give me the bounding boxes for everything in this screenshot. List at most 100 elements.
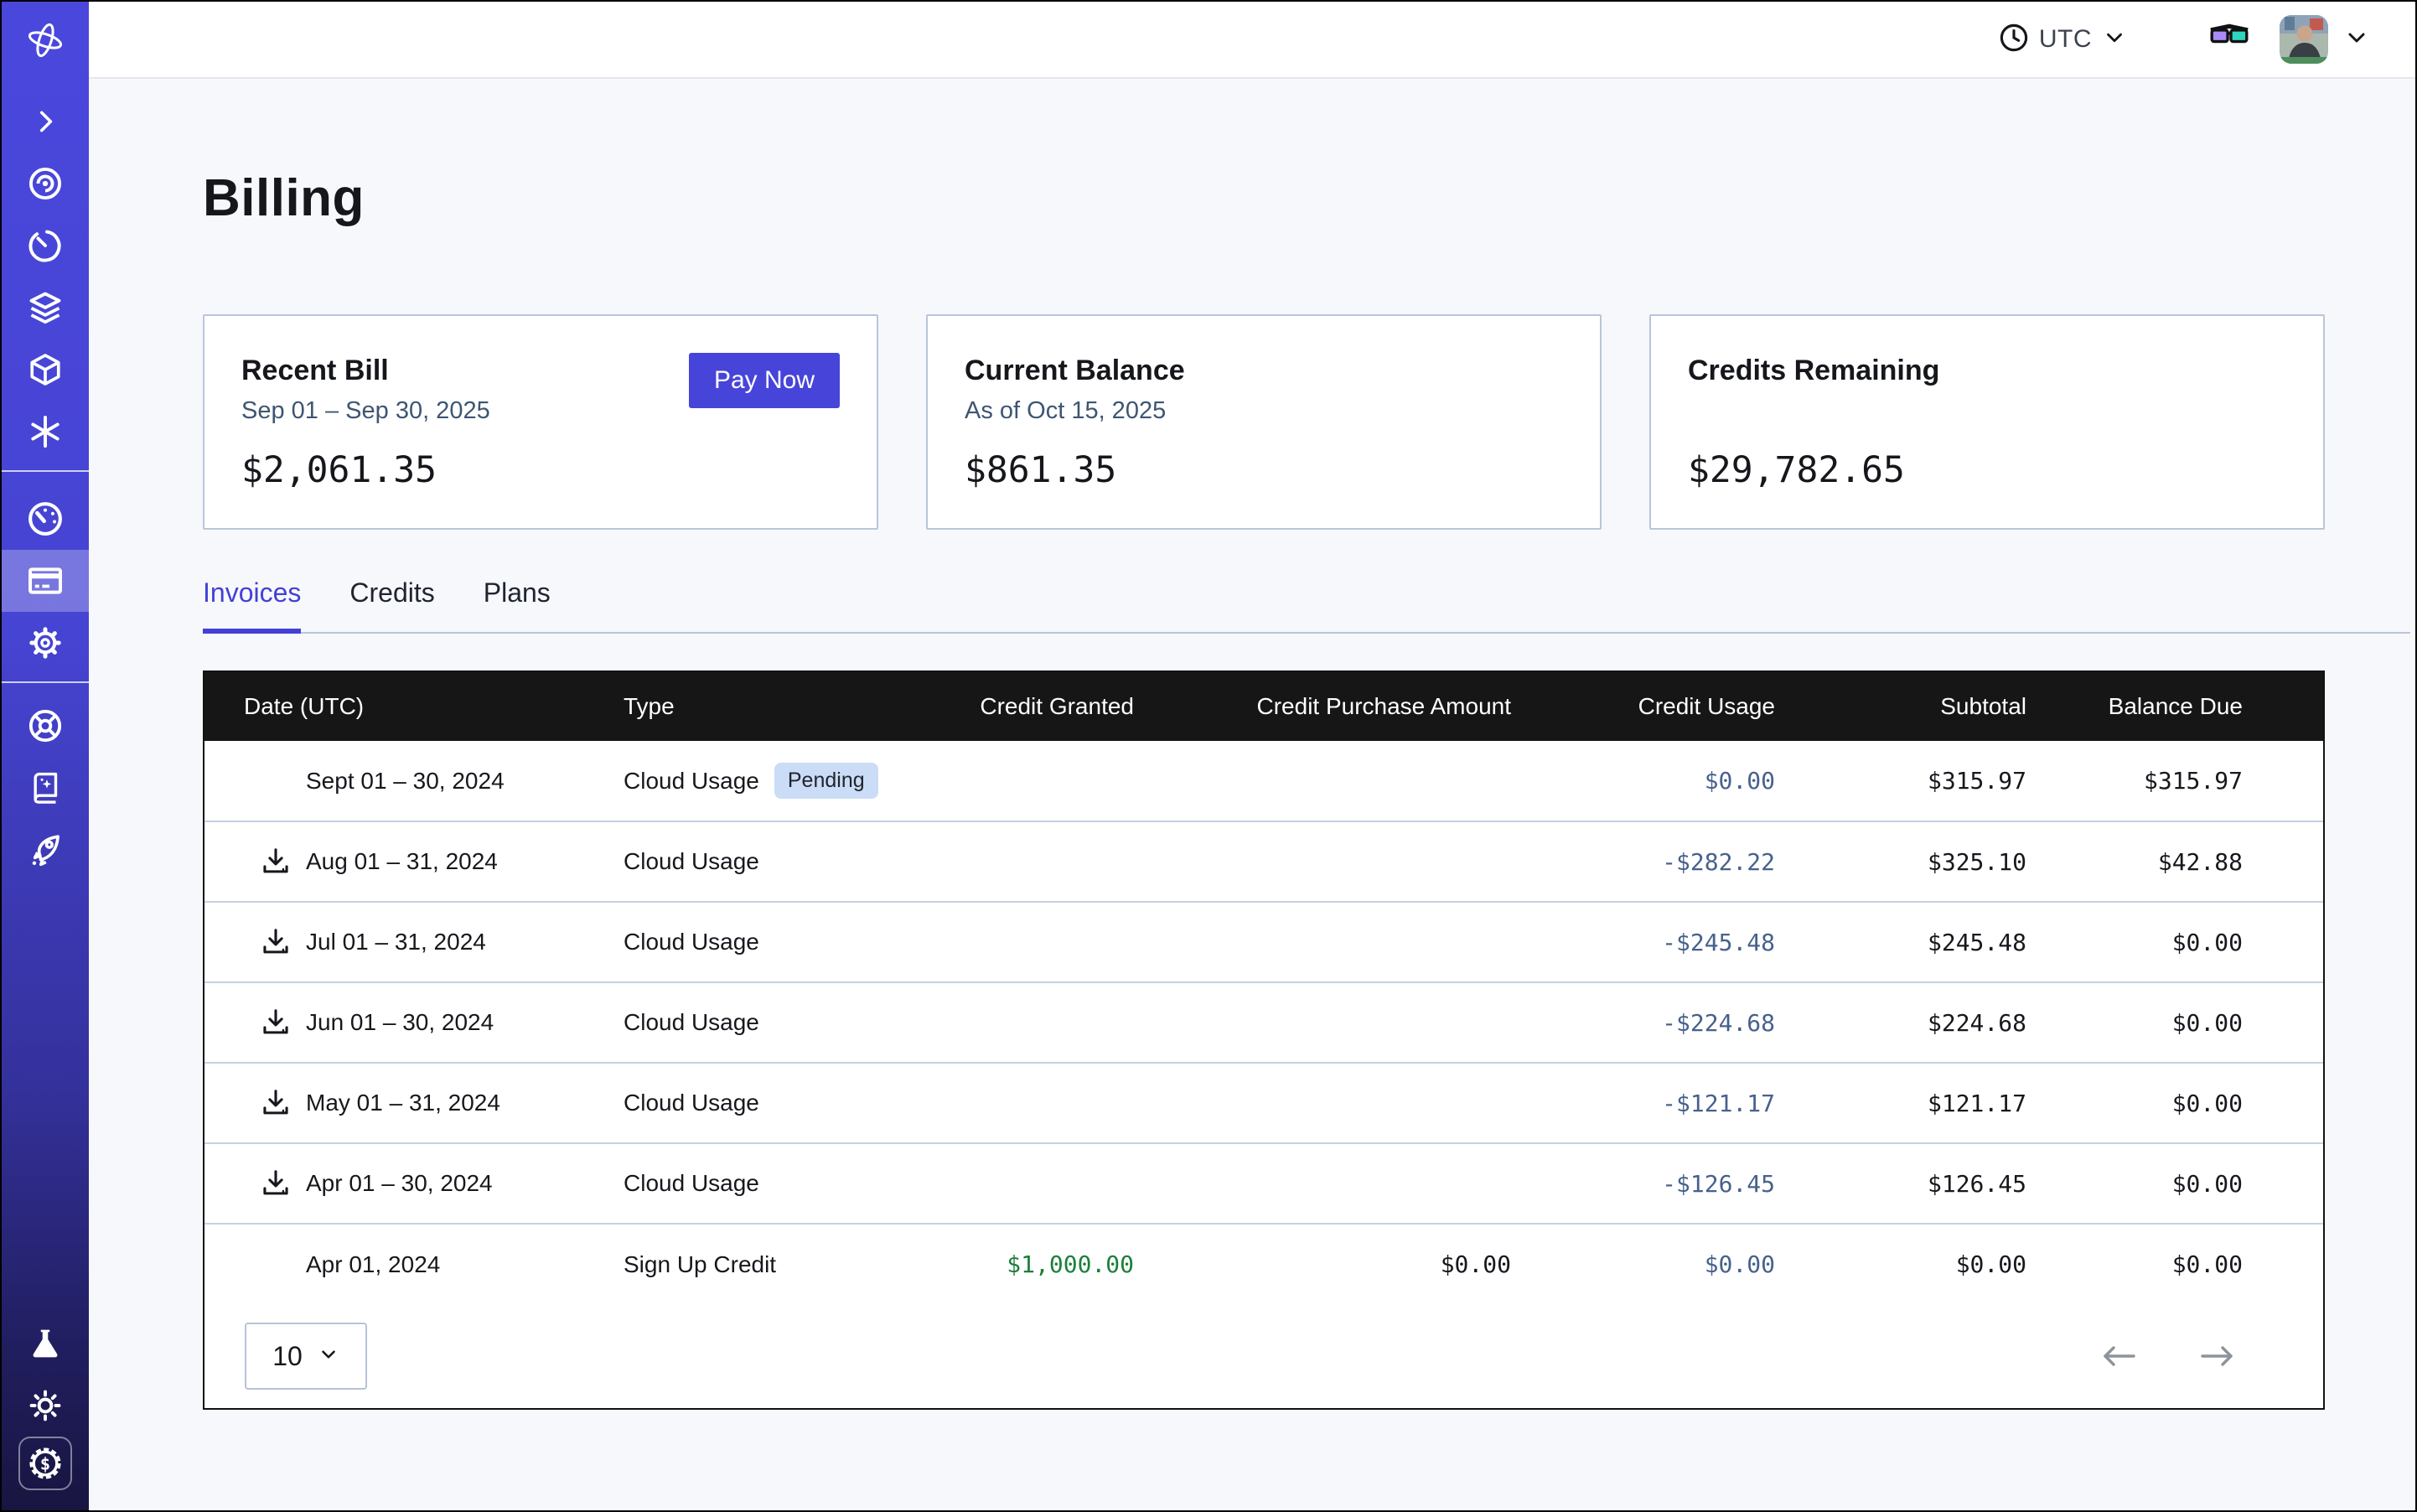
credit-usage-cell: -$282.22 [1558, 821, 1822, 902]
col-balance-due: Balance Due [2073, 672, 2323, 741]
glasses-button[interactable] [2207, 21, 2251, 59]
sidebar-item-docs[interactable] [2, 757, 89, 819]
sidebar-item-support[interactable] [2, 695, 89, 757]
col-credit-purchase: Credit Purchase Amount [1181, 672, 1558, 741]
sidebar-item-cube[interactable] [2, 339, 89, 401]
billing-screen: $ UTC [0, 0, 2417, 1512]
invoice-type: Sign Up Credit [624, 1251, 776, 1278]
subtotal-cell: $224.68 [1822, 982, 2073, 1063]
invoice-type: Cloud Usage [624, 929, 759, 955]
col-credit-granted: Credit Granted [963, 672, 1181, 741]
download-invoice-icon[interactable] [259, 925, 292, 959]
download-invoice-icon[interactable] [259, 1006, 292, 1039]
timer-icon [28, 228, 63, 263]
invoice-table-body: Sept 01 – 30, 2024Cloud UsagePending$0.0… [204, 741, 2323, 1304]
credit-usage-cell: -$126.45 [1558, 1143, 1822, 1224]
sidebar-item-layers[interactable] [2, 277, 89, 339]
credit-purchase-cell [1181, 1063, 1558, 1143]
credit-granted-cell [963, 982, 1181, 1063]
download-invoice-icon[interactable] [259, 1086, 292, 1120]
account-menu-button[interactable] [2343, 24, 2370, 55]
credit-granted-cell [963, 902, 1181, 982]
col-credit-usage: Credit Usage [1558, 672, 1822, 741]
tab-plans[interactable]: Plans [484, 577, 551, 632]
card-amount: $29,782.65 [1688, 449, 2286, 491]
date-cell: May 01 – 31, 2024 [204, 1063, 586, 1143]
credit-purchase-cell [1181, 982, 1558, 1063]
download-invoice-icon[interactable] [259, 1167, 292, 1200]
type-cell: Cloud Usage [586, 821, 963, 902]
sidebar-divider [2, 681, 89, 683]
chevron-right-icon [31, 107, 60, 136]
recent-bill-card: Recent Bill Sep 01 – Sep 30, 2025 $2,061… [203, 314, 878, 530]
credit-usage-cell: -$121.17 [1558, 1063, 1822, 1143]
sidebar-item-observe[interactable] [2, 153, 89, 215]
subtotal-cell: $121.17 [1822, 1063, 2073, 1143]
sidebar-item-labs[interactable] [2, 1313, 89, 1375]
invoice-date: Apr 01, 2024 [306, 1251, 440, 1278]
cube-icon [28, 352, 63, 387]
sidebar-item-expand[interactable] [2, 91, 89, 153]
credits-remaining-card: Credits Remaining $29,782.65 [1649, 314, 2325, 530]
download-invoice-icon[interactable] [259, 845, 292, 878]
spiral-eye-icon [28, 166, 63, 201]
sidebar-item-billing[interactable] [2, 550, 89, 612]
tab-invoices[interactable]: Invoices [203, 577, 301, 632]
sidebar-item-logo[interactable] [2, 2, 89, 79]
subtotal-cell: $315.97 [1822, 741, 2073, 821]
credit-purchase-cell: $0.00 [1181, 1224, 1558, 1304]
status-badge: Pending [774, 763, 878, 799]
chevron-down-icon [2343, 24, 2370, 55]
credit-usage-cell: $0.00 [1558, 741, 1822, 821]
balance-due-cell: $0.00 [2073, 902, 2323, 982]
subtotal-cell: $325.10 [1822, 821, 2073, 902]
invoice-date: May 01 – 31, 2024 [306, 1090, 500, 1116]
summary-cards: Recent Bill Sep 01 – Sep 30, 2025 $2,061… [203, 314, 2410, 530]
dollar-badge-icon: $ [27, 1445, 64, 1482]
date-cell: Aug 01 – 31, 2024 [204, 821, 586, 902]
balance-due-cell: $0.00 [2073, 1143, 2323, 1224]
invoice-date: Jun 01 – 30, 2024 [306, 1009, 494, 1036]
next-page-button[interactable] [2194, 1339, 2241, 1374]
user-avatar[interactable] [2280, 15, 2328, 64]
page-size-select[interactable]: 10 [245, 1323, 367, 1390]
prev-page-button[interactable] [2095, 1339, 2142, 1374]
balance-due-cell: $315.97 [2073, 741, 2323, 821]
sidebar-item-getting-started[interactable] [2, 819, 89, 881]
credit-usage-cell: -$245.48 [1558, 902, 1822, 982]
chevron-down-icon [318, 1341, 339, 1372]
sidebar-item-asterisk[interactable] [2, 401, 89, 463]
card-title: Credits Remaining [1688, 355, 2286, 387]
card-amount: $2,061.35 [241, 449, 840, 491]
date-cell: Apr 01, 2024 [204, 1224, 586, 1304]
col-subtotal: Subtotal [1822, 672, 2073, 741]
invoice-row: Jun 01 – 30, 2024Cloud Usage-$224.68$224… [204, 982, 2323, 1063]
chevron-down-icon [2102, 25, 2127, 54]
sidebar-item-timer[interactable] [2, 215, 89, 277]
content: Billing Recent Bill Sep 01 – Sep 30, 202… [89, 79, 2415, 1410]
page-size-value: 10 [272, 1341, 303, 1372]
card-subtitle [1688, 397, 2286, 427]
type-cell: Sign Up Credit [586, 1224, 963, 1304]
card-amount: $861.35 [965, 449, 1563, 491]
invoice-row: Sept 01 – 30, 2024Cloud UsagePending$0.0… [204, 741, 2323, 821]
sidebar-item-theme[interactable] [2, 1375, 89, 1437]
timezone-label: UTC [2039, 25, 2092, 54]
layers-icon [27, 289, 64, 326]
invoice-date: Aug 01 – 31, 2024 [306, 848, 498, 875]
asterisk-icon [28, 414, 63, 449]
main-area: UTC [89, 2, 2415, 1510]
sidebar-item-settings[interactable] [2, 612, 89, 674]
sidebar-item-usage[interactable] [2, 488, 89, 550]
credit-granted-cell [963, 741, 1181, 821]
credit-granted-cell: $1,000.00 [963, 1224, 1181, 1304]
pay-now-button[interactable]: Pay Now [689, 353, 840, 408]
tab-credits[interactable]: Credits [349, 577, 434, 632]
invoice-date: Jul 01 – 31, 2024 [306, 929, 486, 955]
date-cell: Jun 01 – 30, 2024 [204, 982, 586, 1063]
gauge-icon [27, 500, 64, 537]
credit-usage-cell: $0.00 [1558, 1224, 1822, 1304]
date-cell: Sept 01 – 30, 2024 [204, 741, 586, 821]
timezone-selector[interactable]: UTC [1999, 23, 2127, 57]
sidebar-item-credits-badge[interactable]: $ [18, 1437, 72, 1490]
